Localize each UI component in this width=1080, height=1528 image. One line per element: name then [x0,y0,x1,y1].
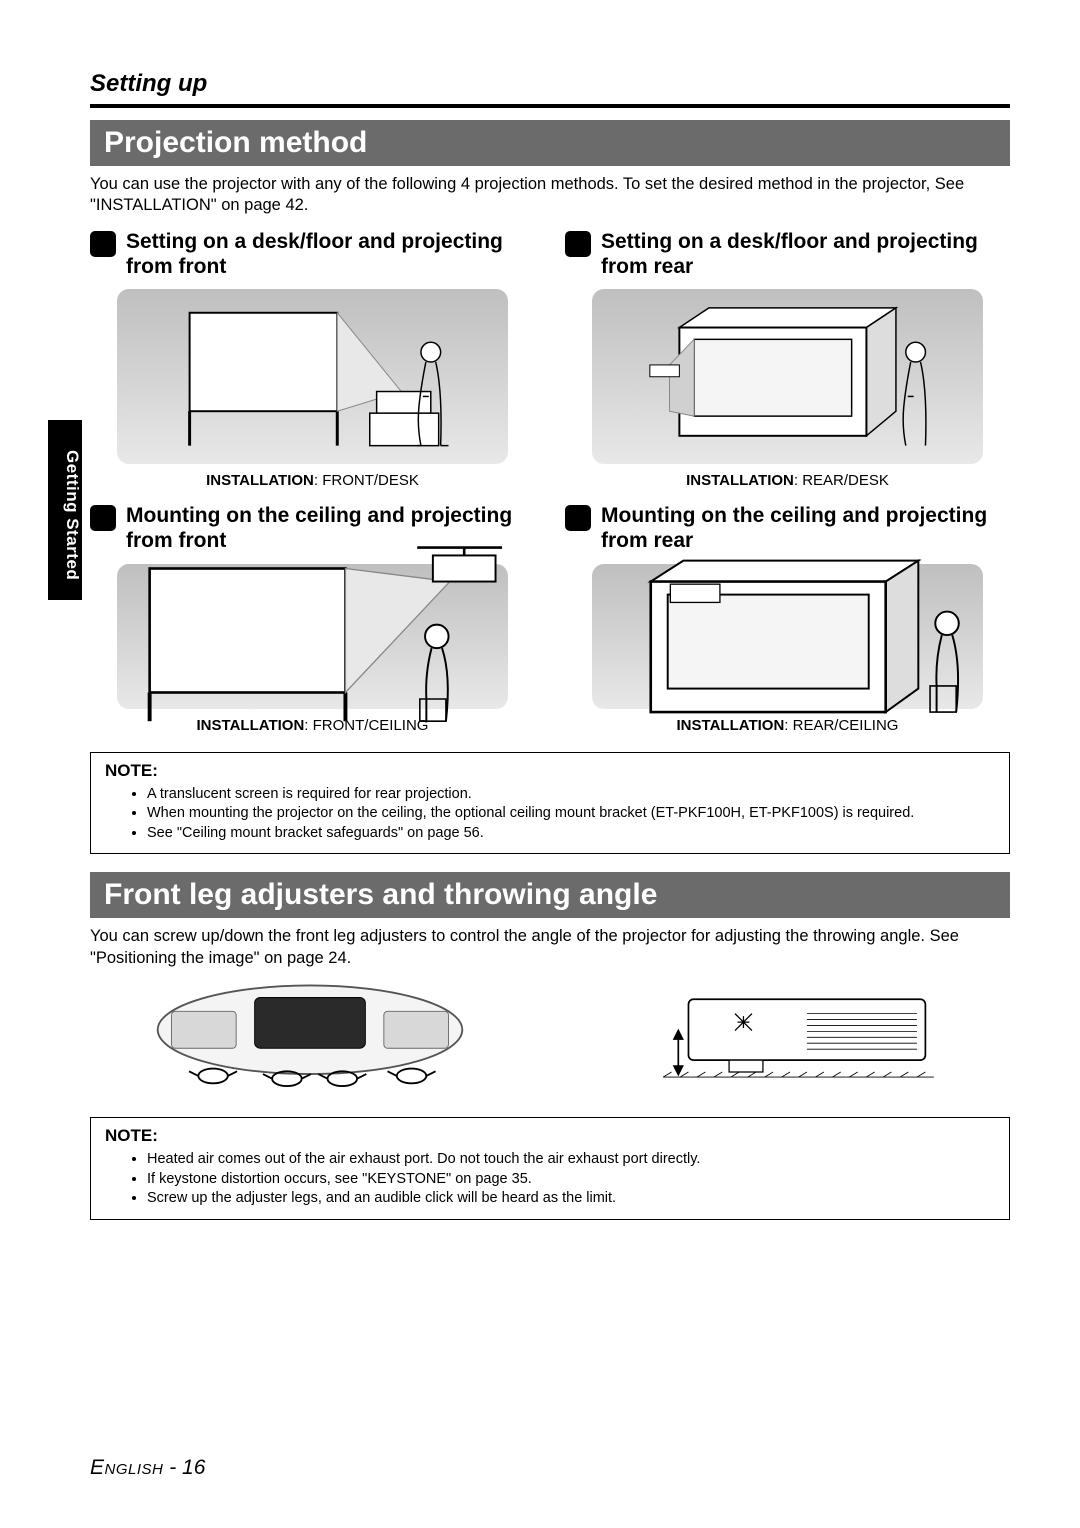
section-title-projection: Projection method [90,120,1010,166]
section2-intro: You can screw up/down the front leg adju… [90,926,1010,969]
diagram-svg [592,545,984,728]
side-tab-getting-started: Getting Started [48,420,82,600]
divider [90,104,1010,108]
install-value: : FRONT/CEILING [304,717,428,734]
subhead-front-desk: Setting on a desk/floor and projecting f… [90,229,535,279]
diagram-svg [640,298,935,456]
note-item: A translucent screen is required for rea… [147,785,995,805]
bullet-icon [565,231,591,257]
install-label: INSTALLATION [686,472,794,489]
note-item: If keystone distortion occurs, see "KEYS… [147,1170,995,1190]
note-item: When mounting the projector on the ceili… [147,804,995,824]
section-title-adjusters: Front leg adjusters and throwing angle [90,872,1010,918]
subhead-text: Setting on a desk/floor and projecting f… [601,229,1010,279]
adjuster-images [90,979,1010,1099]
page: Getting Started Setting up Projection me… [0,0,1080,1528]
diagram-rear-desk [592,289,984,464]
page-footer: English - 16 [90,1456,205,1480]
projection-row-1: Setting on a desk/floor and projecting f… [90,225,1010,499]
footer-sep: - [163,1456,182,1479]
adjuster-image-left [90,979,530,1099]
note-list: A translucent screen is required for rea… [105,785,995,844]
note-box-2: NOTE: Heated air comes out of the air ex… [90,1117,1010,1220]
install-label: INSTALLATION [206,472,314,489]
install-value: : FRONT/DESK [314,472,419,489]
note-list: Heated air comes out of the air exhaust … [105,1150,995,1209]
install-front-desk: INSTALLATION: FRONT/DESK [90,472,535,489]
bullet-icon [90,505,116,531]
note-item: See "Ceiling mount bracket safeguards" o… [147,824,995,844]
diagram-rear-ceiling [592,564,984,709]
subhead-rear-desk: Setting on a desk/floor and projecting f… [565,229,1010,279]
bullet-icon [90,231,116,257]
diagram-front-ceiling [117,564,509,709]
note-box-1: NOTE: A translucent screen is required f… [90,752,1010,855]
diagram-svg [165,298,460,456]
note-title: NOTE: [105,761,995,781]
section1-intro: You can use the projector with any of th… [90,174,1010,217]
bullet-icon [565,505,591,531]
install-label: INSTALLATION [677,717,785,734]
install-value: : REAR/DESK [794,472,889,489]
diagram-front-desk [117,289,509,464]
footer-page: 16 [182,1456,205,1479]
note-item: Heated air comes out of the air exhaust … [147,1150,995,1170]
adjuster-image-right [570,984,1010,1094]
footer-lang: English [90,1456,163,1479]
install-value: : REAR/CEILING [784,717,898,734]
install-rear-desk: INSTALLATION: REAR/DESK [565,472,1010,489]
subhead-text: Setting on a desk/floor and projecting f… [126,229,535,279]
install-label: INSTALLATION [197,717,305,734]
breadcrumb: Setting up [90,70,1010,98]
note-item: Screw up the adjuster legs, and an audib… [147,1189,995,1209]
diagram-svg [117,545,509,728]
projection-row-2: Mounting on the ceiling and projecting f… [90,499,1010,743]
note-title: NOTE: [105,1126,995,1146]
